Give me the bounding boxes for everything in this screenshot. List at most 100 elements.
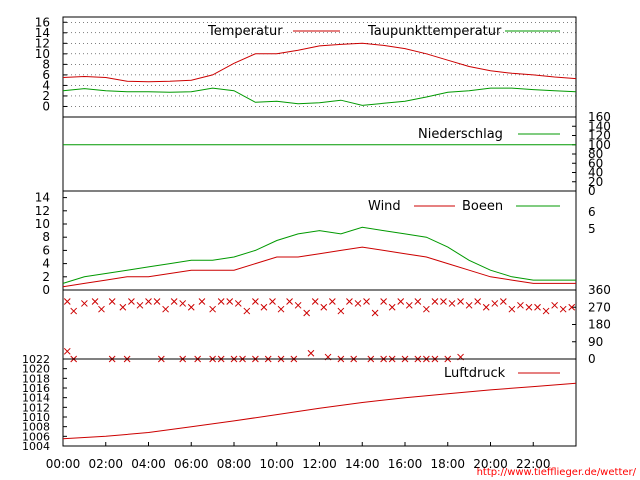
wind-direction-point [209,305,216,313]
wind-direction-point [397,298,405,305]
wind-direction-point [198,298,206,305]
pressure-ytick-label: 1022 [22,353,50,366]
temperature-series-line-0 [62,42,577,83]
wind-direction-point [482,303,490,311]
wind-direction-point [303,309,311,317]
temperature-series-line-1 [62,87,577,106]
pressure-ytick-label: 1004 [22,440,50,453]
wind-direction-point [63,298,71,305]
pressure-legend-label: Luftdruck [444,366,506,381]
wind-series-line-1 [62,226,576,284]
wind-direction-point [136,301,144,309]
pressure-xtick-label: 12:00 [302,457,337,471]
wind-direction-point [170,298,178,305]
wind-direction-point [153,298,161,305]
wind-ytick-label: 14 [35,191,50,205]
wind-direction-point [187,303,195,311]
wind-ytick-label: 0 [42,283,50,297]
pressure-ytick-label: 1010 [22,411,50,424]
pressure-series-line-0 [62,382,577,440]
credit-link[interactable]: http://www.tiefflieger.de/wetter/ [477,467,637,478]
wind-direction-point [294,301,302,309]
wind-direction-point [380,298,387,305]
precipitation-right-tick-label: 0 [588,184,596,198]
pressure-xtick-label: 16:00 [388,457,423,471]
wind-direction-point [145,298,152,305]
wind-direction-point [128,298,135,305]
pressure-xtick-label: 04:00 [131,457,166,471]
wind-direction-point [534,303,541,311]
wind-direction-point [81,300,88,307]
wind-direction-point [465,301,473,309]
wind-direction-panel: 0 90 180 270 360 [62,283,611,366]
wind-direction-right-tick-label: 360 [588,283,611,297]
wind-direction-right-tick-label: 0 [588,352,596,366]
wind-direction-right-tick-label: 180 [588,318,611,332]
wind-direction-point [252,298,259,305]
wind-direction-point [217,298,225,305]
wind-direction-point [226,298,234,305]
pressure-xtick-label: 10:00 [259,457,294,471]
wind-direction-point [448,300,456,307]
wind-direction-point [70,307,78,315]
wind-direction-right-tick-label: 90 [588,335,603,349]
precipitation-right-tick-label: 80 [588,147,603,161]
wind-legend-label: Boeen [462,199,503,214]
wind-direction-point [260,303,268,311]
temperature-ytick-label: 14 [35,26,50,40]
wind-right-tick-label: 6 [588,205,596,219]
wind-direction-point [286,298,293,305]
wind-direction-point [499,298,507,305]
wind-direction-point [269,298,276,305]
precipitation-right-tick-label: 140 [588,119,611,133]
wind-ytick-label: 6 [42,243,50,257]
precipitation-right-tick-label: 120 [588,129,611,143]
wind-direction-point [311,298,319,305]
wind-direction-point [91,298,99,305]
precipitation-right-tick-label: 160 [588,110,611,124]
wind-direction-point [346,298,353,305]
wind-direction-point [108,298,116,305]
pressure-xtick-label: 00:00 [46,457,81,471]
wind-direction-point [423,305,430,313]
wind-direction-point [405,301,413,309]
temperature-ytick-label: 8 [42,57,50,71]
pressure-ytick-label: 1020 [22,363,50,376]
wind-direction-point [243,307,251,315]
wind-ytick-label: 8 [42,230,50,244]
wind-direction-point [414,298,422,305]
pressure-ytick-label: 1018 [22,372,50,385]
wind-direction-point [119,303,127,311]
wind-ytick-label: 12 [35,204,50,218]
wind-direction-point [508,305,516,313]
wind-direction-point [457,298,464,305]
precipitation-right-tick-label: 40 [588,166,603,180]
wind-direction-point [363,298,370,305]
wind-direction-point [371,309,379,317]
wind-direction-point [337,307,345,315]
pressure-ytick-label: 1006 [22,430,50,443]
wind-legend-label: Wind [368,199,401,214]
wind-direction-point [354,300,362,307]
wind-direction-point [388,303,396,311]
temperature-ytick-label: 2 [42,89,50,103]
wind-direction-point [551,301,558,309]
wind-series-line-0 [62,246,576,288]
precipitation-right-tick-label: 60 [588,156,603,170]
wind-direction-point [440,298,447,305]
wind-direction-point [307,349,315,357]
temperature-ytick-label: 16 [35,15,50,29]
temperature-ytick-label: 0 [42,99,50,113]
wind-direction-point [517,301,524,309]
wind-direction-point [559,305,567,313]
wind-direction-point [63,347,71,355]
wind-direction-point [568,303,576,311]
wind-direction-point [179,300,187,307]
pressure-ytick-label: 1012 [22,401,50,414]
wind-direction-point [328,298,336,305]
wind-direction-point [234,300,242,307]
